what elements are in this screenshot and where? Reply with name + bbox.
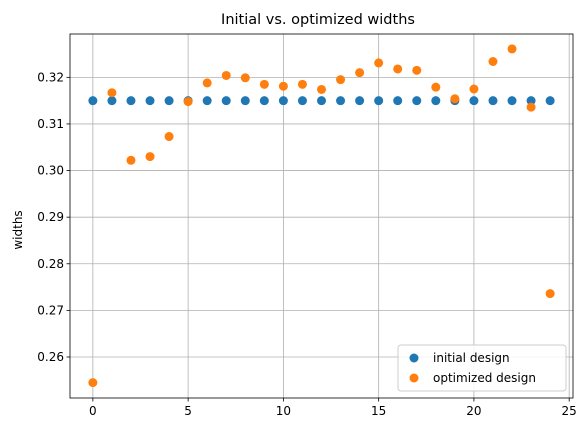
y-tick-label: 0.26 — [37, 350, 64, 364]
data-point — [297, 96, 307, 106]
data-point — [336, 75, 346, 85]
legend-label: initial design — [433, 351, 510, 365]
data-point — [412, 96, 422, 106]
y-tick-label: 0.32 — [37, 70, 64, 84]
y-axis-label: widths — [11, 210, 25, 249]
data-point — [221, 96, 231, 106]
plot-frame — [69, 33, 574, 399]
data-point — [164, 96, 174, 106]
data-point — [374, 58, 384, 68]
series-initial-design — [88, 96, 555, 106]
data-point — [107, 96, 117, 106]
data-point — [259, 96, 269, 106]
data-point — [507, 96, 517, 106]
data-point — [507, 44, 517, 54]
data-point — [145, 96, 155, 106]
y-tick-label: 0.27 — [37, 303, 64, 317]
data-point — [545, 289, 555, 299]
data-point — [164, 132, 174, 142]
data-point — [259, 79, 269, 89]
data-point — [488, 56, 498, 66]
y-tick-label: 0.29 — [37, 210, 64, 224]
data-point — [145, 152, 155, 162]
data-point — [393, 64, 403, 74]
x-tick-label: 15 — [371, 404, 386, 418]
data-point — [240, 73, 250, 83]
data-point — [488, 96, 498, 106]
data-point — [88, 378, 98, 388]
data-point — [412, 65, 422, 75]
data-point — [526, 102, 536, 112]
data-point — [126, 96, 136, 106]
x-tick-label: 20 — [466, 404, 481, 418]
legend: initial design optimized design — [397, 344, 567, 392]
data-point — [431, 82, 441, 92]
x-tick-label: 5 — [184, 404, 192, 418]
data-point — [278, 81, 288, 91]
data-point — [202, 78, 212, 88]
x-tick-label: 10 — [276, 404, 291, 418]
data-point — [240, 96, 250, 106]
x-tick-label: 25 — [562, 404, 577, 418]
legend-marker — [409, 353, 419, 363]
axis-ticks: 0 5 10 15 20 25 0.26 0.27 0.28 0.29 0.30 0.31 0.32 — [37, 70, 577, 418]
data-point — [183, 97, 193, 107]
data-point — [88, 96, 98, 106]
data-point — [393, 96, 403, 106]
data-point — [355, 68, 365, 78]
data-point — [317, 84, 326, 94]
data-point — [469, 96, 479, 106]
data-point — [336, 96, 346, 106]
series-optimized-design — [88, 44, 555, 388]
legend-box — [397, 344, 567, 392]
y-tick-label: 0.28 — [37, 257, 64, 271]
data-point — [297, 79, 307, 89]
data-series — [88, 44, 555, 388]
x-tick-label: 0 — [89, 404, 97, 418]
data-point — [317, 96, 326, 106]
data-point — [526, 96, 536, 106]
grid — [70, 34, 573, 398]
data-point — [107, 88, 117, 98]
data-point — [126, 155, 136, 165]
legend-marker — [409, 373, 419, 383]
data-point — [469, 84, 479, 94]
y-tick-label: 0.30 — [37, 164, 64, 178]
data-point — [450, 94, 460, 104]
data-point — [431, 96, 441, 106]
data-point — [202, 96, 212, 106]
data-point — [278, 96, 288, 106]
legend-label: optimized design — [433, 371, 536, 385]
data-point — [221, 70, 231, 80]
data-point — [374, 96, 384, 106]
data-point — [545, 96, 555, 106]
data-point — [355, 96, 365, 106]
y-tick-label: 0.31 — [37, 117, 64, 131]
plot-border — [69, 33, 574, 399]
chart-title: Initial vs. optimized widths — [221, 12, 415, 28]
